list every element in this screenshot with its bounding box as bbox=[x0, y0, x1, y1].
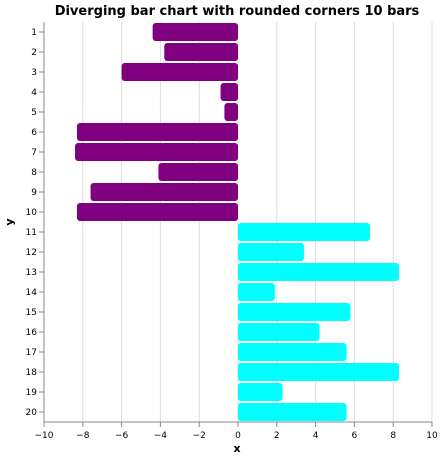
y-tick-label: 10 bbox=[26, 208, 38, 218]
grid-lines bbox=[43, 22, 433, 422]
bar bbox=[238, 323, 320, 341]
bar bbox=[238, 343, 347, 361]
bar bbox=[152, 23, 238, 41]
bar bbox=[164, 43, 238, 61]
x-tick-label: 6 bbox=[352, 431, 358, 441]
bar bbox=[238, 283, 275, 301]
bar bbox=[75, 143, 238, 161]
y-tick-label: 20 bbox=[26, 408, 38, 418]
y-tick-label: 14 bbox=[26, 288, 38, 298]
y-tick-label: 7 bbox=[31, 148, 37, 158]
bar bbox=[238, 363, 400, 381]
y-tick-label: 15 bbox=[26, 308, 37, 318]
chart-title: Diverging bar chart with rounded corners… bbox=[55, 4, 420, 19]
y-tick-label: 13 bbox=[26, 268, 37, 278]
axes: −10 −8 −6 −4 −2 0 2 4 6 8 101234567891011121314151… bbox=[26, 22, 438, 441]
y-tick-label: 19 bbox=[26, 388, 38, 398]
x-tick-label: −6 bbox=[115, 431, 129, 441]
bars bbox=[75, 23, 400, 421]
y-axis-title: y bbox=[3, 218, 16, 225]
bar bbox=[158, 163, 238, 181]
bar bbox=[90, 183, 238, 201]
x-tick-label: 2 bbox=[274, 431, 280, 441]
x-tick-label: −8 bbox=[76, 431, 90, 441]
bar bbox=[224, 103, 238, 121]
y-tick-label: 12 bbox=[26, 248, 37, 258]
y-tick-label: 6 bbox=[31, 128, 37, 138]
y-tick-label: 17 bbox=[26, 348, 37, 358]
x-tick-label: −10 bbox=[35, 431, 54, 441]
x-tick-label: 8 bbox=[390, 431, 396, 441]
bar bbox=[238, 383, 283, 401]
y-tick-label: 2 bbox=[31, 48, 37, 58]
bar bbox=[238, 303, 351, 321]
bar bbox=[238, 243, 304, 261]
bar bbox=[76, 123, 238, 141]
bar bbox=[121, 63, 238, 81]
y-tick-label: 8 bbox=[31, 168, 37, 178]
y-tick-label: 11 bbox=[26, 228, 37, 238]
bar bbox=[220, 83, 238, 101]
bar bbox=[76, 203, 238, 221]
bar bbox=[238, 263, 400, 281]
bar bbox=[238, 223, 370, 241]
x-tick-label: 0 bbox=[235, 431, 241, 441]
y-tick-label: 16 bbox=[26, 328, 38, 338]
x-tick-label: 10 bbox=[426, 431, 438, 441]
x-axis-title: x bbox=[233, 442, 240, 455]
bar bbox=[238, 403, 347, 421]
x-tick-label: −4 bbox=[154, 431, 168, 441]
y-tick-label: 4 bbox=[31, 88, 37, 98]
y-tick-label: 3 bbox=[31, 68, 37, 78]
y-tick-label: 9 bbox=[31, 188, 37, 198]
y-tick-label: 5 bbox=[31, 108, 37, 118]
x-tick-label: 4 bbox=[313, 431, 319, 441]
y-tick-label: 18 bbox=[26, 368, 38, 378]
x-tick-label: −2 bbox=[193, 431, 206, 441]
y-tick-label: 1 bbox=[31, 28, 37, 38]
